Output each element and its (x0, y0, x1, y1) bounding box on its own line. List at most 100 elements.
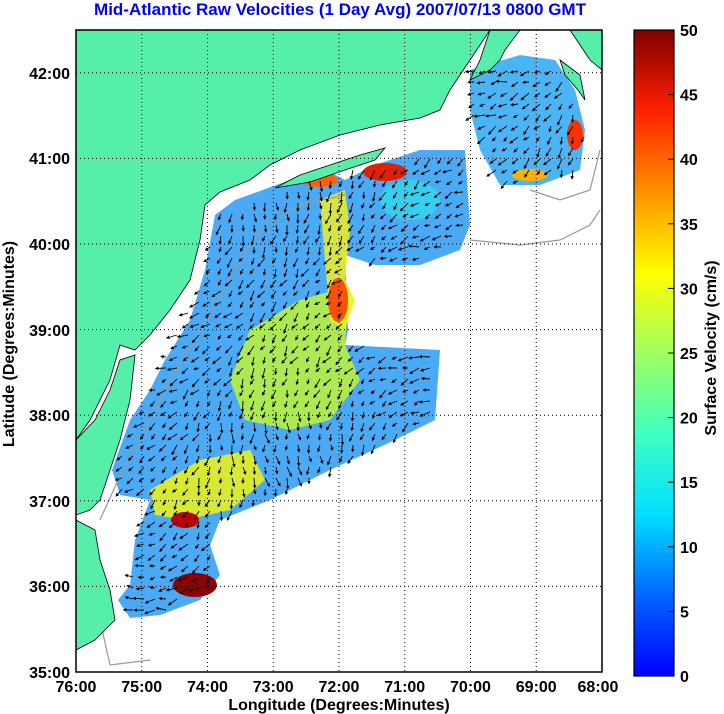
velocity-vector (162, 488, 167, 495)
velocity-vector (409, 202, 420, 207)
velocity-vector (282, 290, 288, 296)
velocity-vector (178, 543, 189, 551)
velocity-vector (170, 345, 178, 350)
velocity-vector (326, 367, 332, 374)
x-tick-label: 76:00 (56, 679, 97, 696)
velocity-vector (419, 235, 431, 242)
velocity-vector (196, 422, 200, 433)
velocity-vector (401, 257, 409, 261)
velocity-vector (403, 191, 409, 198)
velocity-vector (193, 510, 200, 521)
velocity-vector (337, 334, 343, 341)
velocity-vector (412, 389, 420, 394)
velocity-vector (501, 169, 508, 174)
velocity-vector (489, 158, 497, 164)
velocity-vector (226, 334, 233, 339)
velocity-vector (457, 169, 464, 177)
velocity-vector (249, 323, 255, 330)
velocity-vector (317, 433, 322, 441)
velocity-vector (544, 81, 552, 86)
velocity-vector (138, 411, 145, 415)
velocity-vector (273, 268, 277, 279)
colorbar-tick-label: 25 (680, 346, 698, 363)
velocity-vector (202, 290, 211, 295)
colorbar-tick-label: 35 (680, 217, 698, 234)
velocity-vector (330, 444, 334, 451)
velocity-vector (274, 466, 279, 475)
velocity-vector (173, 499, 178, 511)
velocity-vector (369, 169, 376, 181)
velocity-vector (304, 224, 310, 234)
velocity-vector (261, 411, 266, 419)
velocity-vector (476, 80, 486, 85)
velocity-vector (400, 235, 409, 245)
velocity-vector (177, 576, 189, 582)
velocity-vector (399, 411, 409, 417)
velocity-vector (185, 521, 189, 528)
velocity-vector (559, 169, 564, 179)
velocity-vector (348, 378, 354, 388)
velocity-vector (158, 444, 167, 452)
velocity-vector (161, 510, 167, 517)
velocity-vector (179, 587, 189, 595)
velocity-vector (168, 356, 178, 361)
velocity-vector (304, 389, 310, 396)
velocity-vector (477, 92, 486, 96)
velocity-vector (283, 235, 288, 243)
velocity-vector (140, 444, 145, 450)
velocity-vector (169, 378, 178, 387)
velocity-vector (180, 565, 189, 573)
velocity-vector (402, 389, 409, 393)
velocity-vector (282, 301, 288, 310)
velocity-vector (404, 180, 409, 186)
velocity-vector (249, 433, 255, 445)
y-tick-label: 36:00 (29, 579, 70, 596)
velocity-vector (272, 378, 277, 388)
velocity-vector (217, 268, 222, 276)
velocity-vector (305, 466, 310, 476)
velocity-vector (160, 477, 167, 484)
velocity-vector (314, 301, 321, 305)
velocity-vector (360, 444, 365, 457)
velocity-vector (314, 235, 321, 243)
velocity-vector (346, 246, 354, 251)
velocity-vector (306, 246, 310, 256)
velocity-vector (358, 169, 365, 180)
velocity-vector (479, 103, 486, 107)
land-new-england (76, 30, 491, 441)
velocity-vector (391, 180, 398, 189)
velocity-vector (412, 169, 420, 175)
velocity-vector (335, 356, 343, 366)
velocity-vector (350, 180, 355, 190)
velocity-vector (295, 246, 299, 254)
velocity-vector (207, 389, 211, 397)
velocity-vector (191, 334, 200, 344)
velocity-vector (318, 202, 323, 210)
velocity-vector (160, 354, 167, 359)
velocity-vector (252, 202, 257, 211)
velocity-vector (171, 554, 178, 558)
velocity-vector (500, 180, 508, 190)
velocity-vector (217, 400, 222, 412)
velocity-vector (204, 422, 211, 430)
x-tick-label: 71:00 (384, 679, 425, 696)
colorbar-gradient (633, 29, 675, 677)
velocity-vector (279, 279, 288, 287)
velocity-vector (275, 477, 281, 487)
velocity-vector (314, 323, 321, 330)
velocity-vector (147, 455, 156, 462)
velocity-vector (271, 389, 277, 400)
land-cape-cod (469, 30, 521, 81)
velocity-vector (568, 147, 574, 157)
velocity-vector (284, 367, 289, 377)
velocity-vector (397, 246, 409, 251)
velocity-vector (399, 169, 409, 175)
x-tick-label: 72:00 (319, 679, 360, 696)
velocity-vector (497, 158, 508, 166)
velocity-vector (181, 345, 189, 349)
velocity-vector (222, 312, 233, 319)
velocity-vector (371, 411, 376, 420)
velocity-vector (150, 477, 156, 483)
velocity-vector (180, 554, 189, 562)
velocity-vector (305, 367, 310, 373)
